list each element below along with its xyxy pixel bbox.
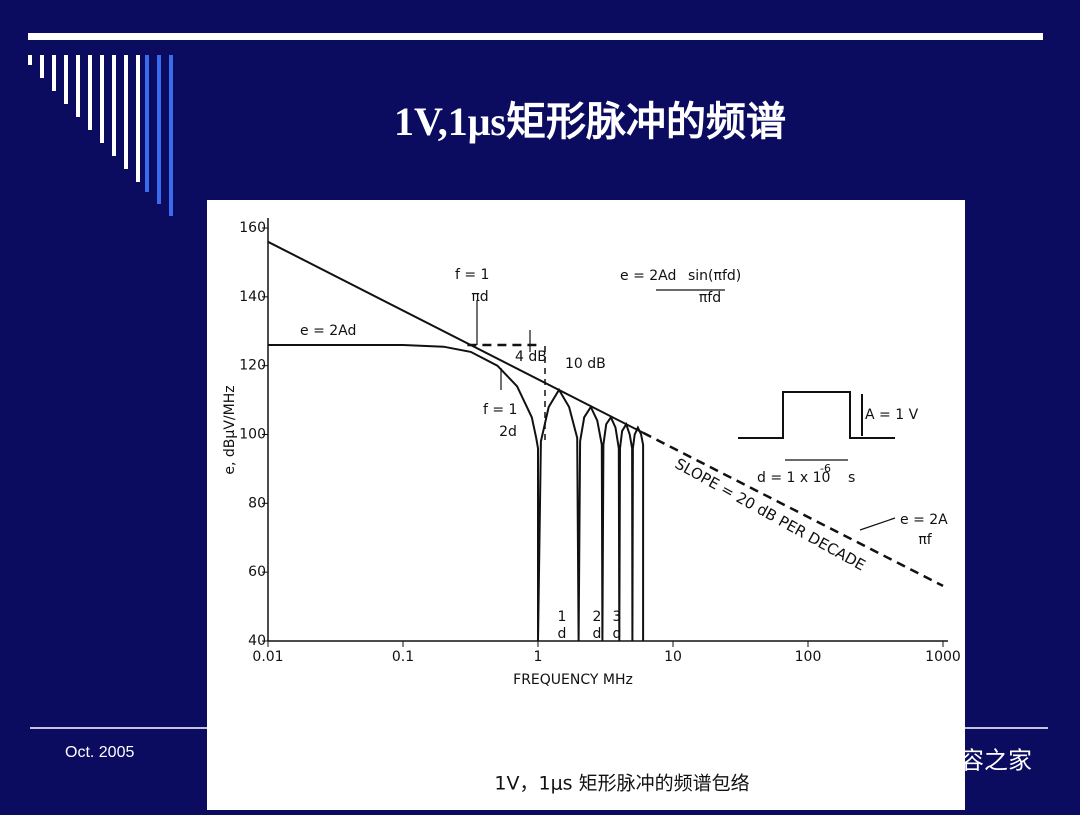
annotation: d = 1 x 10 <box>757 470 830 486</box>
stripes <box>28 55 173 216</box>
y-tick-label: 140 <box>239 289 266 305</box>
x-tick-label: 100 <box>795 649 822 665</box>
figure <box>207 200 965 810</box>
annotation: 4 dB <box>515 349 547 365</box>
annotation: A = 1 V <box>865 407 919 423</box>
annotation: f = 1 <box>483 402 517 418</box>
annotation: e = 2Ad <box>620 268 676 284</box>
annotation: 2d <box>499 424 517 440</box>
y-tick-label: 100 <box>239 427 266 443</box>
x-axis-label: FREQUENCY MHz <box>513 672 633 688</box>
line <box>267 240 644 434</box>
annotation: d <box>613 626 622 642</box>
y-axis-label: e, dBμV/MHz <box>222 385 238 474</box>
annotation: s <box>848 470 855 486</box>
annotation: f = 1 <box>455 267 489 283</box>
x-tick-label: 1 <box>534 649 543 665</box>
annotation: e = 2A <box>900 512 948 528</box>
annotation: 3 <box>613 609 622 625</box>
y-tick-label: 80 <box>248 495 266 511</box>
slide-title: 1V,1μs矩形脉冲的频谱 <box>394 99 786 144</box>
line <box>268 344 645 642</box>
pulse-inset <box>476 289 896 531</box>
annotation: πfd <box>699 290 721 306</box>
x-tick-label: 0.01 <box>252 649 283 665</box>
annotation: πd <box>471 289 488 305</box>
annotation: sin(πfd) <box>688 268 741 284</box>
x-tick-label: 0.1 <box>392 649 414 665</box>
annotation: 1 <box>558 609 567 625</box>
annotation: d <box>593 626 602 642</box>
x-tick-label: 1000 <box>925 649 961 665</box>
annotation: d <box>558 626 567 642</box>
annotation: e = 2Ad <box>300 323 356 339</box>
y-tick-label: 40 <box>248 633 266 649</box>
top-bar <box>28 33 1043 40</box>
y-tick-label: 160 <box>239 220 266 236</box>
y-tick-label: 60 <box>248 564 266 580</box>
y-tick-label: 120 <box>239 358 266 374</box>
x-tick-label: 10 <box>664 649 682 665</box>
annotation: πf <box>918 532 932 548</box>
footer-date: Oct. 2005 <box>65 744 134 761</box>
figure-caption: 1V，1μs 矩形脉冲的频谱包络 <box>494 773 749 795</box>
annotation: 10 dB <box>565 356 606 372</box>
annotation: 2 <box>593 609 602 625</box>
annotation: -6 <box>820 462 831 475</box>
line <box>642 431 944 588</box>
watermark: 电磁兼容之家 <box>888 747 1032 774</box>
